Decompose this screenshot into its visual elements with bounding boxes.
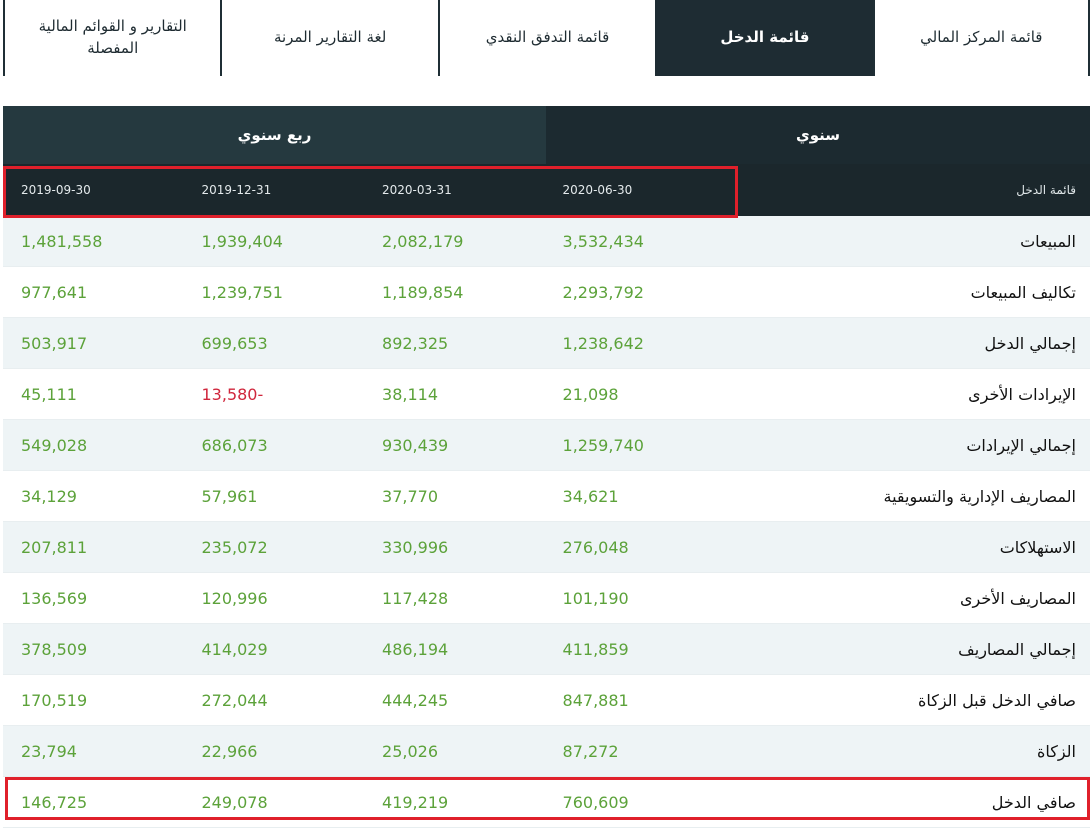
value-cell: 37,770 (382, 486, 438, 506)
value-cell: 272,044 (201, 690, 268, 710)
value-cell: 23,794 (20, 741, 77, 761)
value-cell: 136,569 (20, 588, 88, 608)
table-row: صافي الدخل قبل الزكاة 847,881 444,245 27… (3, 675, 1090, 726)
row-label: المبيعات (1020, 231, 1076, 251)
value-cell: 34,129 (20, 486, 77, 506)
value-cell: 2,082,179 (382, 231, 464, 251)
value-cell: 378,509 (20, 639, 88, 659)
value-cell: 503,917 (20, 333, 88, 353)
value-cell: 120,996 (201, 588, 268, 608)
table-row: إجمالي الإيرادات 1,259,740 930,439 686,0… (3, 420, 1090, 471)
value-cell: 276,048 (562, 537, 629, 557)
statement-tabs: قائمة المركز المالي قائمة الدخل قائمة ال… (3, 0, 1090, 76)
date-column-header: 2020-06-30 (562, 183, 633, 197)
row-label: إجمالي الدخل (984, 333, 1076, 353)
date-column-header: 2020-03-31 (382, 183, 452, 197)
value-cell: 419,219 (382, 792, 449, 812)
table-row: المبيعات 3,532,434 2,082,179 1,939,404 1… (3, 216, 1090, 267)
date-column-header: 2019-12-31 (201, 183, 272, 197)
value-cell: 686,073 (201, 435, 268, 455)
row-label: إجمالي المصاريف (958, 639, 1076, 659)
table-header-row: قائمة الدخل 2020-06-30 2020-03-31 2019-1… (3, 164, 1090, 216)
row-label: صافي الدخل (991, 792, 1076, 812)
value-cell: 411,859 (562, 639, 629, 659)
table-row: المصاريف الإدارية والتسويقية 34,621 37,7… (3, 471, 1090, 522)
row-label: الزكاة (1036, 741, 1076, 761)
value-cell: 249,078 (201, 792, 268, 812)
value-cell: 101,190 (562, 588, 629, 608)
period-annual-button[interactable]: سنوي (546, 106, 1090, 164)
value-cell: 1,481,558 (20, 231, 103, 251)
value-cell: 87,272 (562, 741, 619, 761)
table-row: الإيرادات الأخرى 21,098 38,114 13,580- 4… (3, 369, 1090, 420)
value-cell: 170,519 (20, 690, 88, 710)
value-cell: 1,189,854 (382, 282, 464, 302)
value-cell: 22,966 (201, 741, 258, 761)
table-row: صافي الدخل 760,609 419,219 249,078 146,7… (3, 777, 1090, 828)
value-cell: 892,325 (382, 333, 449, 353)
value-cell: 38,114 (382, 384, 438, 404)
value-cell: 146,725 (20, 792, 88, 812)
row-label: المصاريف الإدارية والتسويقية (883, 486, 1077, 506)
tab-income-statement[interactable]: قائمة الدخل (655, 0, 873, 76)
table-row: تكاليف المبيعات 2,293,792 1,189,854 1,23… (3, 267, 1090, 318)
tab-cash-flow[interactable]: قائمة التدفق النقدي (437, 0, 656, 76)
row-label: المصاريف الأخرى (960, 588, 1076, 608)
tab-detailed-reports[interactable]: التقارير و القوائم المالية المفصلة (3, 0, 221, 76)
period-toggle: سنوي ربع سنوي (3, 106, 1090, 164)
tab-balance-sheet[interactable]: قائمة المركز المالي (872, 0, 1090, 76)
value-cell: 3,532,434 (562, 231, 644, 251)
value-cell: 486,194 (382, 639, 449, 659)
value-cell: 25,026 (382, 741, 438, 761)
value-cell: 34,621 (562, 486, 619, 506)
value-cell: 117,428 (382, 588, 449, 608)
value-cell: 207,811 (20, 537, 88, 557)
date-column-header: 2019-09-30 (20, 183, 91, 197)
value-cell: 699,653 (201, 333, 268, 353)
table-row: الزكاة 87,272 25,026 22,966 23,794 (3, 726, 1090, 777)
value-cell: 977,641 (20, 282, 88, 302)
row-label: تكاليف المبيعات (970, 282, 1076, 302)
value-cell: 414,029 (201, 639, 268, 659)
period-quarterly-button[interactable]: ربع سنوي (3, 106, 546, 164)
value-cell: 1,939,404 (201, 231, 283, 251)
row-label: الاستهلاكات (999, 537, 1076, 557)
value-cell: 847,881 (562, 690, 629, 710)
value-cell-negative: 13,580- (201, 384, 264, 404)
value-cell: 1,238,642 (562, 333, 644, 353)
value-cell: 57,961 (201, 486, 258, 506)
value-cell: 549,028 (20, 435, 88, 455)
value-cell: 930,439 (382, 435, 449, 455)
row-label: صافي الدخل قبل الزكاة (917, 690, 1076, 710)
header-label: قائمة الدخل (1016, 183, 1076, 197)
table-row: المصاريف الأخرى 101,190 117,428 120,996 … (3, 573, 1090, 624)
table-row: إجمالي الدخل 1,238,642 892,325 699,653 5… (3, 318, 1090, 369)
table-row: الاستهلاكات 276,048 330,996 235,072 207,… (3, 522, 1090, 573)
value-cell: 760,609 (562, 792, 629, 812)
tab-xbrl[interactable]: لغة التقارير المرنة (220, 0, 438, 76)
row-label: إجمالي الإيرادات (966, 435, 1076, 455)
value-cell: 2,293,792 (562, 282, 644, 302)
value-cell: 330,996 (382, 537, 449, 557)
value-cell: 21,098 (562, 384, 619, 404)
value-cell: 1,239,751 (201, 282, 283, 302)
value-cell: 1,259,740 (562, 435, 644, 455)
row-label: الإيرادات الأخرى (968, 384, 1076, 404)
table-row: إجمالي المصاريف 411,859 486,194 414,029 … (3, 624, 1090, 675)
income-statement-table: قائمة الدخل 2020-06-30 2020-03-31 2019-1… (3, 164, 1090, 828)
value-cell: 45,111 (20, 384, 77, 404)
value-cell: 235,072 (201, 537, 268, 557)
value-cell: 444,245 (382, 690, 449, 710)
